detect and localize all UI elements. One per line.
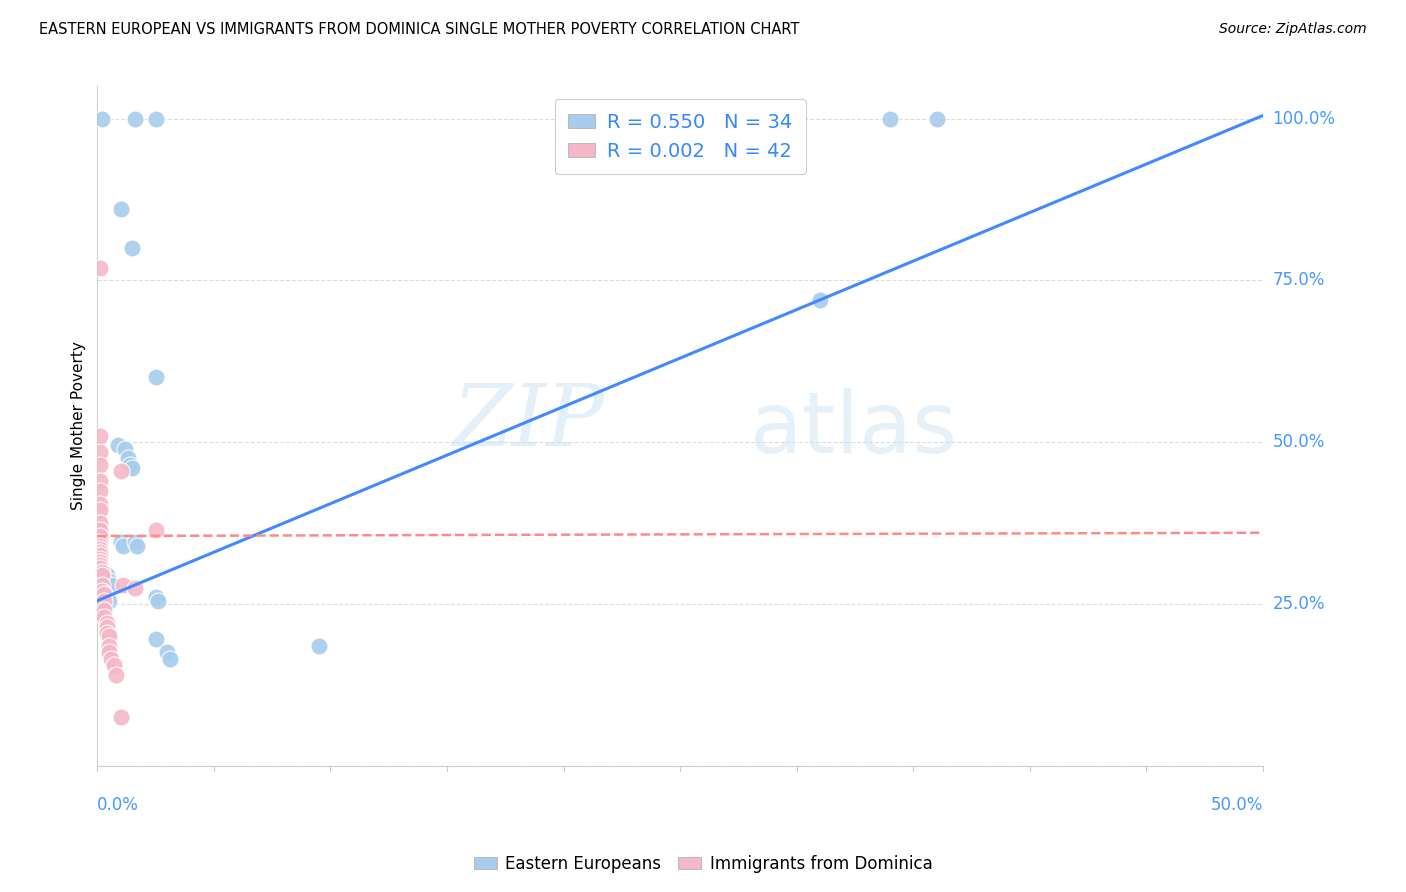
Text: 100.0%: 100.0% [1272,110,1336,128]
Point [111,539,134,553]
Text: 50.0%: 50.0% [1272,434,1324,451]
Point [89,541,111,556]
Point [91,567,114,582]
Point [111,577,134,591]
Point [110,710,132,724]
Point [91,112,114,126]
Point [89,260,111,275]
Point [110,202,132,217]
Point [879,112,901,126]
Point [96,626,118,640]
Point [125,539,148,553]
Text: EASTERN EUROPEAN VS IMMIGRANTS FROM DOMINICA SINGLE MOTHER POVERTY CORRELATION C: EASTERN EUROPEAN VS IMMIGRANTS FROM DOMI… [39,22,800,37]
Y-axis label: Single Mother Poverty: Single Mother Poverty [72,342,86,510]
Point [925,112,948,126]
Point [89,523,111,537]
Point [808,293,831,307]
Point [93,565,115,579]
Point [91,561,114,575]
Point [89,529,111,543]
Point [89,535,111,549]
Point [98,629,121,643]
Point [93,603,115,617]
Point [91,565,114,579]
Point [89,428,111,442]
Point [145,591,167,605]
Point [107,438,129,452]
Point [105,668,128,682]
Point [96,567,118,582]
Text: 25.0%: 25.0% [1272,595,1324,613]
Point [159,652,181,666]
Point [98,574,121,589]
Point [100,577,122,591]
Point [100,652,122,666]
Point [93,610,115,624]
Point [89,558,111,573]
Point [89,581,111,595]
Point [124,581,146,595]
Point [145,112,167,126]
Point [98,593,121,607]
Point [89,549,111,563]
Point [121,241,143,255]
Point [98,645,121,659]
Point [89,551,111,566]
Point [308,639,330,653]
Point [145,370,167,384]
Point [98,639,121,653]
Point [91,584,114,599]
Point [89,474,111,488]
Point [96,619,118,633]
Point [89,458,111,472]
Point [103,658,125,673]
Point [118,458,141,472]
Point [91,577,114,591]
Point [110,535,132,549]
Text: ZIP: ZIP [453,381,605,464]
Text: Source: ZipAtlas.com: Source: ZipAtlas.com [1219,22,1367,37]
Point [96,591,118,605]
Point [89,561,111,575]
Point [89,516,111,530]
Point [156,645,179,659]
Point [89,445,111,459]
Point [91,584,114,599]
Point [121,461,143,475]
Point [93,587,115,601]
Point [145,523,167,537]
Point [89,545,111,559]
Legend: R = 0.550   N = 34, R = 0.002   N = 42: R = 0.550 N = 34, R = 0.002 N = 42 [554,100,806,175]
Point [114,442,136,456]
Point [145,632,167,647]
Point [89,497,111,511]
Text: 50.0%: 50.0% [1211,797,1263,814]
Text: 0.0%: 0.0% [97,797,139,814]
Point [93,593,115,607]
Point [89,483,111,498]
Point [117,451,139,466]
Point [93,587,115,601]
Point [89,555,111,569]
Point [110,464,132,478]
Point [124,535,146,549]
Point [96,616,118,631]
Point [146,593,169,607]
Legend: Eastern Europeans, Immigrants from Dominica: Eastern Europeans, Immigrants from Domin… [467,848,939,880]
Text: 75.0%: 75.0% [1272,271,1324,289]
Point [89,539,111,553]
Text: atlas: atlas [751,388,957,471]
Point [89,503,111,517]
Point [124,112,146,126]
